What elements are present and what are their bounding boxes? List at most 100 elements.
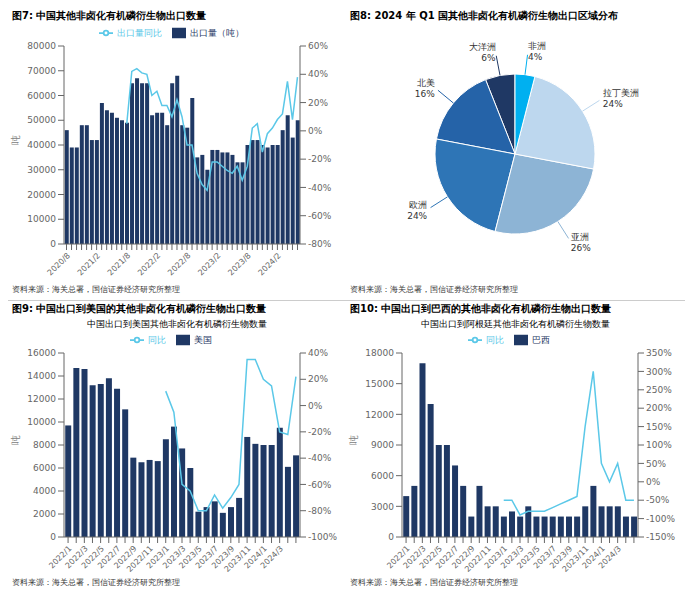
svg-text:亚洲26%: 亚洲26% [571, 232, 591, 253]
svg-text:2023/1: 2023/1 [144, 544, 172, 571]
svg-text:2023/1: 2023/1 [482, 544, 510, 571]
svg-text:350%: 350% [646, 348, 672, 358]
svg-text:2022/11: 2022/11 [463, 544, 493, 574]
svg-text:-60%: -60% [308, 211, 332, 221]
svg-text:2021/2: 2021/2 [76, 251, 102, 277]
svg-text:0%: 0% [308, 401, 323, 411]
svg-text:2023/11: 2023/11 [222, 544, 253, 574]
svg-text:20000: 20000 [27, 190, 56, 200]
svg-text:-40%: -40% [308, 453, 332, 463]
svg-text:2023/9: 2023/9 [548, 544, 575, 571]
svg-text:-50%: -50% [646, 495, 670, 505]
svg-text:2023/7: 2023/7 [193, 544, 220, 571]
svg-text:-100%: -100% [308, 532, 337, 542]
svg-text:2023/8: 2023/8 [226, 251, 252, 277]
svg-text:2024/3: 2024/3 [597, 544, 623, 570]
svg-text:2023/5: 2023/5 [515, 544, 542, 571]
svg-text:2022/7: 2022/7 [434, 544, 461, 571]
svg-text:2022/3: 2022/3 [63, 544, 90, 571]
svg-text:2022/1: 2022/1 [47, 544, 74, 571]
svg-text:非洲4%: 非洲4% [528, 41, 546, 62]
svg-text:-100%: -100% [646, 514, 675, 524]
svg-text:10000: 10000 [27, 214, 56, 224]
svg-text:2023/11: 2023/11 [560, 544, 591, 574]
svg-text:150%: 150% [646, 422, 672, 432]
svg-text:80000: 80000 [27, 41, 56, 51]
svg-text:18000: 18000 [365, 348, 394, 358]
svg-text:2023/2: 2023/2 [196, 251, 222, 277]
svg-text:吨: 吨 [10, 435, 21, 445]
svg-text:-80%: -80% [308, 239, 332, 249]
svg-text:2022/2: 2022/2 [136, 251, 162, 277]
svg-text:2023/5: 2023/5 [177, 544, 204, 571]
svg-text:拉丁美洲24%: 拉丁美洲24% [603, 88, 639, 109]
svg-text:-20%: -20% [308, 427, 332, 437]
svg-text:欧洲24%: 欧洲24% [407, 200, 427, 221]
svg-text:16000: 16000 [27, 348, 56, 358]
svg-text:2024/1: 2024/1 [580, 544, 607, 571]
svg-text:0: 0 [50, 239, 56, 249]
svg-text:吨: 吨 [348, 435, 359, 445]
svg-text:100%: 100% [646, 440, 672, 450]
svg-text:-20%: -20% [308, 154, 332, 164]
svg-text:8000: 8000 [33, 440, 56, 450]
svg-text:2022/11: 2022/11 [125, 544, 155, 574]
svg-text:6000: 6000 [33, 463, 56, 473]
html-text:出口量（吨）: 出口量（吨） [189, 27, 244, 38]
svg-text:12000: 12000 [27, 394, 56, 404]
svg-text:4000: 4000 [33, 486, 56, 496]
svg-text:2022/5: 2022/5 [79, 544, 107, 571]
svg-text:2000: 2000 [33, 509, 56, 519]
svg-text:300%: 300% [646, 367, 672, 377]
svg-text:2023/7: 2023/7 [531, 544, 558, 571]
svg-text:0: 0 [50, 532, 56, 542]
svg-text:2022/1: 2022/1 [385, 544, 412, 571]
svg-text:70000: 70000 [27, 66, 56, 76]
svg-text:-40%: -40% [308, 183, 332, 193]
svg-text:2024/2: 2024/2 [257, 251, 283, 277]
svg-text:30000: 30000 [27, 165, 56, 175]
svg-text:2022/9: 2022/9 [450, 544, 477, 571]
svg-text:40000: 40000 [27, 140, 56, 150]
svg-text:2022/5: 2022/5 [417, 544, 445, 571]
svg-text:20%: 20% [308, 374, 328, 384]
svg-text:6000: 6000 [371, 471, 394, 481]
svg-text:2024/3: 2024/3 [259, 544, 285, 570]
svg-text:200%: 200% [646, 403, 672, 413]
svg-text:-60%: -60% [308, 480, 332, 490]
svg-text:2023/3: 2023/3 [499, 544, 526, 571]
svg-text:50000: 50000 [27, 115, 56, 125]
svg-text:北美16%: 北美16% [415, 78, 435, 99]
svg-text:2023/3: 2023/3 [161, 544, 188, 571]
svg-text:20%: 20% [308, 98, 328, 108]
svg-text:2022/3: 2022/3 [401, 544, 428, 571]
svg-text:2022/8: 2022/8 [166, 251, 192, 277]
svg-text:3000: 3000 [371, 502, 394, 512]
svg-text:15000: 15000 [365, 379, 394, 389]
svg-text:60000: 60000 [27, 91, 56, 101]
svg-text:12000: 12000 [365, 410, 394, 420]
svg-text:2020/8: 2020/8 [46, 251, 72, 277]
html-text:出口量同比: 出口量同比 [116, 27, 162, 38]
svg-text:大洋洲6%: 大洋洲6% [469, 42, 496, 63]
svg-text:60%: 60% [308, 41, 328, 51]
svg-text:40%: 40% [308, 348, 328, 358]
svg-text:40%: 40% [308, 69, 328, 79]
html-text:图7: 中国其他非卤化有机磷衍生物出口数量: 图7: 中国其他非卤化有机磷衍生物出口数量 [12, 10, 207, 21]
svg-text:14000: 14000 [27, 371, 56, 381]
svg-text:10000: 10000 [27, 417, 56, 427]
svg-text:-150%: -150% [646, 532, 675, 542]
svg-text:0%: 0% [646, 477, 661, 487]
svg-text:50%: 50% [646, 459, 666, 469]
svg-text:2022/7: 2022/7 [96, 544, 123, 571]
svg-text:0: 0 [388, 532, 394, 542]
svg-text:-80%: -80% [308, 506, 332, 516]
svg-text:2022/9: 2022/9 [112, 544, 139, 571]
svg-text:9000: 9000 [371, 440, 394, 450]
svg-text:2021/8: 2021/8 [106, 251, 132, 277]
svg-text:吨: 吨 [10, 135, 21, 145]
svg-text:2024/1: 2024/1 [242, 544, 269, 571]
svg-text:2023/9: 2023/9 [210, 544, 237, 571]
svg-text:0%: 0% [308, 126, 323, 136]
svg-text:250%: 250% [646, 385, 672, 395]
